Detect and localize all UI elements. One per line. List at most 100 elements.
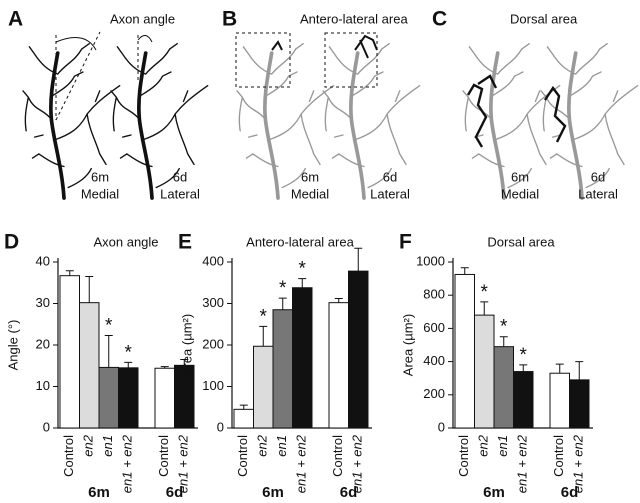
neuron-label: Lateral xyxy=(578,186,618,201)
group-label: 6m xyxy=(483,484,505,501)
group-label: 6m xyxy=(88,484,110,501)
error-bar xyxy=(499,336,508,347)
significance-marker: * xyxy=(125,342,133,363)
panel-letter: E xyxy=(178,231,192,254)
y-axis-label: Area (µm²) xyxy=(179,314,194,376)
y-tick-label: 10 xyxy=(36,378,50,393)
neuron-label: 6d xyxy=(383,169,397,184)
neuron-label: 6m xyxy=(301,169,319,184)
error-bar xyxy=(354,247,363,272)
panel-letter: D xyxy=(4,231,19,254)
neuron-image-c xyxy=(461,41,640,200)
y-tick-label: 100 xyxy=(202,378,224,393)
neuron-label: 6m xyxy=(511,169,529,184)
panel-title: Axon angle xyxy=(110,11,175,26)
group-label: 6m xyxy=(262,484,284,501)
chart-title: Dorsal area xyxy=(487,234,555,249)
bar xyxy=(513,371,534,429)
x-tick-label: en1 xyxy=(274,435,289,457)
y-tick-label: 0 xyxy=(438,419,445,434)
bar xyxy=(272,309,293,429)
x-tick-label: en1 + en2 xyxy=(515,434,530,493)
y-tick-label: 40 xyxy=(36,253,50,268)
bar xyxy=(98,366,119,429)
y-axis-label: Angle (°) xyxy=(5,320,20,371)
panel-letter: B xyxy=(222,8,237,31)
y-tick-label: 800 xyxy=(423,287,445,302)
x-tick-label: Control xyxy=(156,435,171,477)
bar xyxy=(118,367,139,429)
error-bar xyxy=(65,270,74,276)
error-bar xyxy=(519,364,528,372)
error-bar xyxy=(160,366,169,369)
y-tick-label: 0 xyxy=(43,419,50,434)
x-tick-label: en1 xyxy=(495,435,510,457)
y-axis-label: Area (µm²) xyxy=(400,314,415,376)
bar xyxy=(454,273,475,429)
error-bar xyxy=(480,301,489,316)
neuron-label: 6d xyxy=(591,169,605,184)
x-tick-label: en1 + en2 xyxy=(350,434,365,493)
y-tick-label: 400 xyxy=(202,253,224,268)
x-tick-label: en2 xyxy=(81,434,96,456)
y-tick-label: 200 xyxy=(202,336,224,351)
group-label: 6d xyxy=(166,484,184,501)
x-tick-label: Control xyxy=(61,435,76,477)
bar xyxy=(59,275,80,429)
y-tick-label: 200 xyxy=(423,386,445,401)
bar xyxy=(154,367,175,429)
neuron-label: Lateral xyxy=(160,186,200,201)
error-bar xyxy=(334,298,343,303)
x-tick-label: en1 + en2 xyxy=(176,434,191,493)
panel-title: Antero-lateral area xyxy=(300,11,408,26)
error-bar xyxy=(278,297,287,310)
significance-marker: * xyxy=(105,315,113,336)
x-tick-label: en2 xyxy=(255,434,270,456)
error-bar xyxy=(85,276,94,303)
bar xyxy=(292,287,313,429)
neuron-label: 6m xyxy=(91,169,109,184)
x-tick-label: Control xyxy=(235,435,250,477)
significance-marker: * xyxy=(520,345,528,366)
error-bar xyxy=(124,361,133,368)
error-bar xyxy=(239,404,248,410)
neuron-label: Medial xyxy=(81,186,119,201)
panel-title: Dorsal area xyxy=(510,11,578,26)
neuron-label: 6d xyxy=(173,169,187,184)
y-tick-label: 400 xyxy=(423,353,445,368)
x-tick-label: en1 + en2 xyxy=(120,434,135,493)
panel-letter: F xyxy=(399,231,412,254)
bar xyxy=(569,379,590,429)
error-bar xyxy=(298,278,307,288)
panel-letter: C xyxy=(432,8,447,31)
group-label: 6d xyxy=(561,484,579,501)
x-tick-label: en2 xyxy=(476,434,491,456)
bar xyxy=(328,302,349,429)
neuron-label: Lateral xyxy=(370,186,410,201)
error-bar xyxy=(555,363,564,374)
neuron-label: Medial xyxy=(501,186,539,201)
error-bar xyxy=(104,334,113,368)
significance-marker: * xyxy=(279,278,287,299)
y-tick-label: 1000 xyxy=(416,253,445,268)
y-tick-label: 600 xyxy=(423,320,445,335)
bar xyxy=(233,408,254,429)
bar xyxy=(549,372,570,429)
y-tick-label: 20 xyxy=(36,336,50,351)
bar xyxy=(79,302,100,429)
x-tick-label: Control xyxy=(551,435,566,477)
significance-marker: * xyxy=(481,282,489,303)
y-tick-label: 30 xyxy=(36,295,50,310)
y-tick-label: 0 xyxy=(217,419,224,434)
significance-marker: * xyxy=(500,317,508,338)
group-label: 6d xyxy=(340,484,358,501)
bar xyxy=(474,314,495,429)
bar xyxy=(253,345,274,429)
neuron-label: Medial xyxy=(291,186,329,201)
x-tick-label: en1 + en2 xyxy=(571,434,586,493)
panel-letter: A xyxy=(8,8,23,31)
chart-title: Axon angle xyxy=(93,234,158,249)
x-tick-label: Control xyxy=(330,435,345,477)
x-tick-label: en1 + en2 xyxy=(294,434,309,493)
